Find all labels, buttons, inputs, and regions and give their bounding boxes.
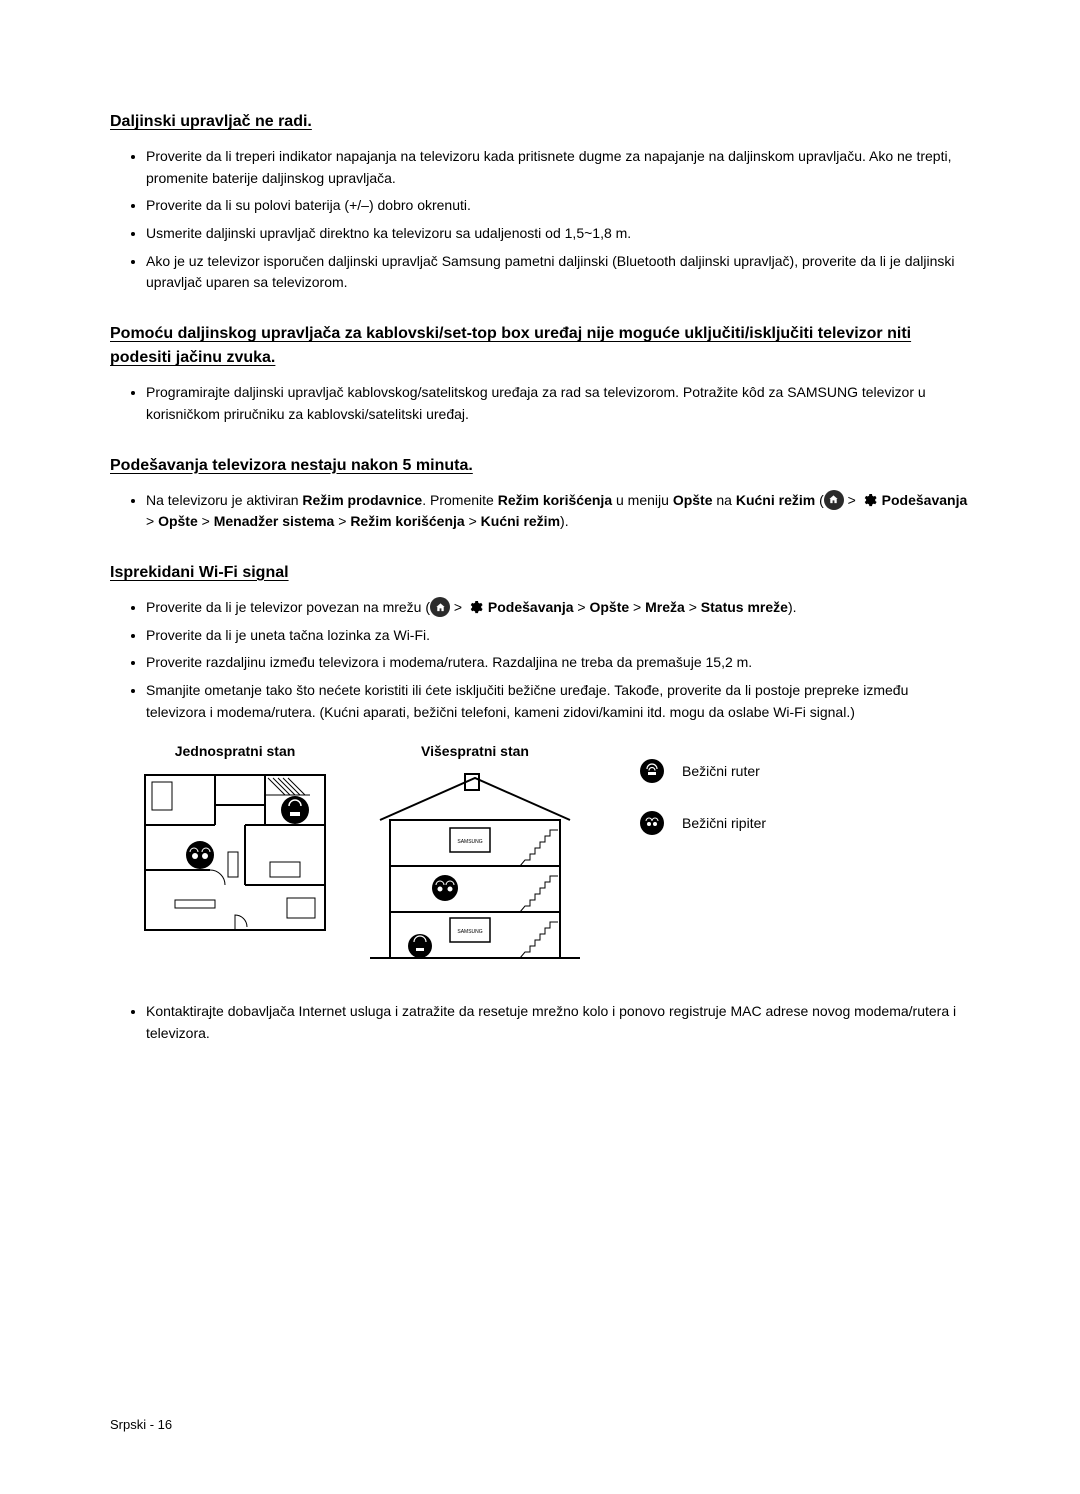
router-icon [640,759,664,783]
legend-repeater: Bežični ripiter [640,811,766,835]
section-title: Daljinski upravljač ne radi. [110,110,970,134]
home-icon [824,490,844,510]
page-footer: Srpski - 16 [110,1415,172,1435]
section-bullets: Proverite da li treperi indikator napaja… [110,146,970,294]
diagram-single-story: Jednospratni stan [140,741,330,940]
bullet-item: Programirajte daljinski upravljač kablov… [146,382,970,425]
repeater-icon [640,811,664,835]
section-title: Isprekidani Wi-Fi signal [110,561,970,585]
diagram-single-caption: Jednospratni stan [140,741,330,762]
svg-text:SAMSUNG: SAMSUNG [457,839,482,845]
house-svg: SAMSUNG SAMSUNG [370,770,580,965]
post-diagram-list: Kontaktirajte dobavljača Internet usluga… [110,1001,970,1044]
section-bullets: Proverite da li je televizor povezan na … [110,597,970,723]
section-title: Pomoću daljinskog upravljača za kablovsk… [110,322,970,370]
floorplan-svg [140,770,330,940]
bullet-item: Kontaktirajte dobavljača Internet usluga… [146,1001,970,1044]
svg-text:SAMSUNG: SAMSUNG [457,929,482,935]
section-bullets: Programirajte daljinski upravljač kablov… [110,382,970,425]
diagrams-row: Jednospratni stan [140,741,970,965]
gear-icon [466,598,484,616]
bullet-item: Proverite da li su polovi baterija (+/–)… [146,195,970,217]
diagram-multi-story: Višespratni stan SAMSUNG [370,741,580,965]
gear-icon [860,491,878,509]
bullet-item: Ako je uz televizor isporučen daljinski … [146,251,970,294]
section-title: Podešavanja televizora nestaju nakon 5 m… [110,454,970,478]
bullet-item: Proverite razdaljinu između televizora i… [146,652,970,674]
legend-router-label: Bežični ruter [682,761,760,782]
legend-repeater-label: Bežični ripiter [682,813,766,834]
home-icon [430,597,450,617]
diagram-multi-caption: Višespratni stan [370,741,580,762]
bullet-item: Proverite da li je televizor povezan na … [146,597,970,619]
bullet-item: Proverite da li je uneta tačna lozinka z… [146,625,970,647]
bullet-item: Na televizoru je aktiviran Režim prodavn… [146,490,970,533]
diagram-legend: Bežični ruter Bežični ripiter [640,759,766,835]
bullet-item: Usmerite daljinski upravljač direktno ka… [146,223,970,245]
bullet-item: Smanjite ometanje tako što nećete korist… [146,680,970,723]
bullet-item: Proverite da li treperi indikator napaja… [146,146,970,189]
legend-router: Bežični ruter [640,759,766,783]
section-bullets: Na televizoru je aktiviran Režim prodavn… [110,490,970,533]
